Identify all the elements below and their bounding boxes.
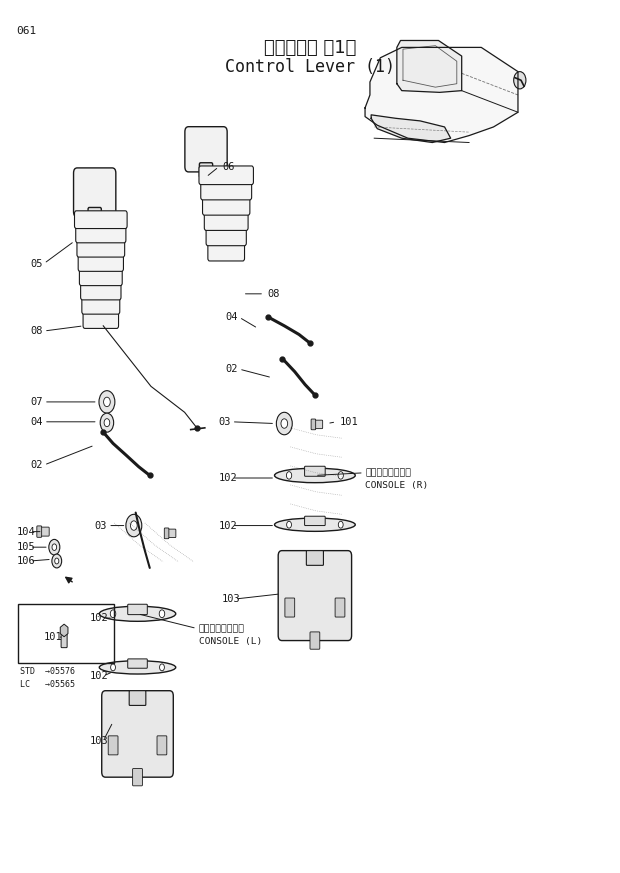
FancyBboxPatch shape [40, 527, 49, 536]
Text: 操作レバー （1）: 操作レバー （1） [264, 38, 356, 57]
Text: 101: 101 [44, 632, 63, 643]
Text: 103: 103 [90, 736, 108, 746]
Text: 07: 07 [30, 397, 43, 407]
FancyBboxPatch shape [133, 768, 143, 786]
FancyBboxPatch shape [81, 282, 121, 300]
Text: 08: 08 [267, 289, 280, 299]
Text: 08: 08 [30, 326, 43, 336]
Text: コンソール（右）: コンソール（右） [365, 469, 411, 478]
FancyBboxPatch shape [311, 419, 316, 430]
FancyBboxPatch shape [157, 736, 167, 755]
FancyBboxPatch shape [199, 166, 254, 184]
Text: 02: 02 [226, 364, 238, 374]
Circle shape [277, 412, 292, 435]
Circle shape [55, 558, 59, 564]
Circle shape [159, 610, 165, 618]
FancyBboxPatch shape [208, 243, 244, 261]
Text: 03: 03 [218, 416, 231, 427]
FancyBboxPatch shape [108, 736, 118, 755]
FancyBboxPatch shape [314, 420, 322, 429]
FancyBboxPatch shape [128, 604, 148, 615]
Ellipse shape [275, 518, 355, 532]
Text: 102: 102 [218, 520, 237, 531]
Circle shape [159, 664, 164, 670]
FancyBboxPatch shape [79, 268, 122, 285]
FancyBboxPatch shape [37, 526, 42, 537]
FancyBboxPatch shape [185, 127, 227, 172]
Polygon shape [365, 47, 518, 142]
Text: 04: 04 [226, 313, 238, 322]
FancyBboxPatch shape [82, 297, 120, 314]
FancyBboxPatch shape [205, 212, 248, 230]
Text: 102: 102 [90, 613, 108, 623]
FancyBboxPatch shape [88, 208, 101, 223]
Text: CONSOLE (R): CONSOLE (R) [365, 482, 428, 491]
Text: 102: 102 [90, 671, 108, 681]
Text: LC   →05565: LC →05565 [20, 680, 75, 690]
Text: 105: 105 [16, 542, 35, 553]
Bar [17, 604, 114, 663]
Text: 102: 102 [218, 473, 237, 483]
Ellipse shape [275, 468, 355, 483]
FancyBboxPatch shape [310, 632, 320, 650]
FancyBboxPatch shape [306, 551, 324, 566]
Circle shape [126, 514, 142, 537]
FancyBboxPatch shape [102, 691, 174, 777]
Text: Control Lever (1): Control Lever (1) [225, 58, 395, 76]
Circle shape [104, 397, 110, 407]
Ellipse shape [99, 606, 175, 622]
Circle shape [286, 471, 291, 479]
FancyBboxPatch shape [74, 210, 127, 229]
FancyBboxPatch shape [201, 182, 252, 200]
Circle shape [281, 419, 288, 429]
Ellipse shape [99, 661, 175, 674]
Circle shape [49, 540, 60, 555]
Circle shape [338, 471, 343, 479]
Text: 101: 101 [339, 416, 358, 427]
Circle shape [104, 419, 110, 427]
FancyBboxPatch shape [128, 659, 148, 668]
Circle shape [100, 413, 113, 432]
Polygon shape [371, 115, 451, 142]
FancyBboxPatch shape [278, 551, 352, 641]
Text: CONSOLE (L): CONSOLE (L) [198, 637, 262, 646]
FancyBboxPatch shape [76, 225, 126, 243]
Circle shape [514, 72, 526, 89]
FancyBboxPatch shape [285, 598, 294, 617]
FancyBboxPatch shape [206, 227, 246, 245]
Circle shape [339, 521, 343, 528]
Circle shape [110, 664, 115, 670]
Circle shape [130, 521, 137, 530]
FancyBboxPatch shape [164, 528, 169, 539]
Circle shape [52, 554, 61, 568]
Polygon shape [397, 40, 462, 93]
FancyBboxPatch shape [167, 529, 176, 538]
FancyBboxPatch shape [83, 311, 118, 328]
FancyBboxPatch shape [304, 516, 326, 526]
FancyBboxPatch shape [335, 598, 345, 617]
FancyBboxPatch shape [304, 466, 326, 477]
Text: 104: 104 [16, 526, 35, 537]
FancyBboxPatch shape [200, 162, 213, 177]
FancyBboxPatch shape [203, 196, 250, 215]
Text: 02: 02 [30, 460, 43, 470]
Text: 061: 061 [16, 26, 37, 36]
Text: 04: 04 [30, 416, 43, 427]
FancyBboxPatch shape [78, 253, 123, 272]
Circle shape [110, 610, 116, 618]
FancyBboxPatch shape [61, 631, 67, 648]
Text: 06: 06 [222, 162, 234, 172]
FancyBboxPatch shape [77, 239, 125, 257]
FancyBboxPatch shape [74, 168, 116, 217]
FancyBboxPatch shape [129, 691, 146, 705]
Circle shape [286, 521, 291, 528]
Text: STD  →05576: STD →05576 [20, 667, 75, 677]
Text: 106: 106 [16, 556, 35, 566]
Circle shape [99, 391, 115, 413]
Text: 103: 103 [221, 594, 240, 604]
Text: コンソール（左）: コンソール（左） [198, 624, 245, 633]
Text: 03: 03 [95, 520, 107, 531]
Text: 05: 05 [30, 258, 43, 269]
Circle shape [52, 544, 56, 551]
